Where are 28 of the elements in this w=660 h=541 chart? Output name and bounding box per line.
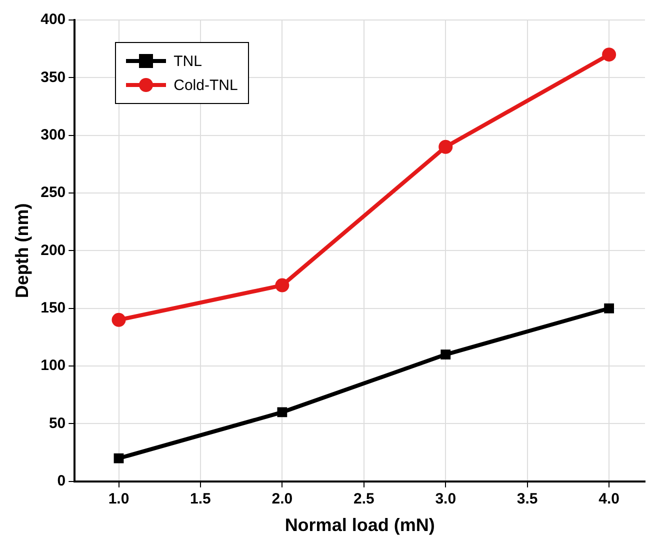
x-tick-label: 3.0 — [435, 490, 456, 508]
point — [114, 453, 124, 464]
y-tick-label: 50 — [48, 414, 66, 432]
x-tick-label: 1.5 — [190, 490, 211, 508]
y-tick-label: 200 — [40, 242, 66, 259]
point — [277, 407, 288, 418]
point — [438, 140, 453, 154]
y-tick-label: 400 — [40, 11, 66, 28]
y-axis-title: Depth (nm) — [12, 203, 32, 298]
y-tick-label: 150 — [40, 300, 66, 317]
y-tick-label: 250 — [40, 184, 66, 202]
x-tick-label: 1.0 — [108, 490, 130, 508]
legend-label: Cold-TNL — [174, 76, 238, 94]
y-tick-label: 350 — [40, 68, 66, 86]
point — [112, 312, 126, 327]
x-tick-label: 2.5 — [353, 490, 374, 508]
x-axis-title: Normal load (mN) — [284, 515, 435, 536]
point — [604, 303, 614, 314]
point — [440, 350, 451, 360]
point — [275, 278, 290, 292]
x-tick-label: 4.0 — [598, 490, 620, 508]
legend-label: TNL — [174, 52, 202, 70]
x-tick-label: 2.0 — [272, 490, 293, 508]
y-tick-label: 300 — [40, 126, 66, 144]
y-tick-label: 100 — [40, 357, 66, 374]
point — [602, 48, 616, 62]
y-tick-label: 0 — [57, 472, 66, 490]
x-tick-label: 3.5 — [516, 490, 538, 508]
